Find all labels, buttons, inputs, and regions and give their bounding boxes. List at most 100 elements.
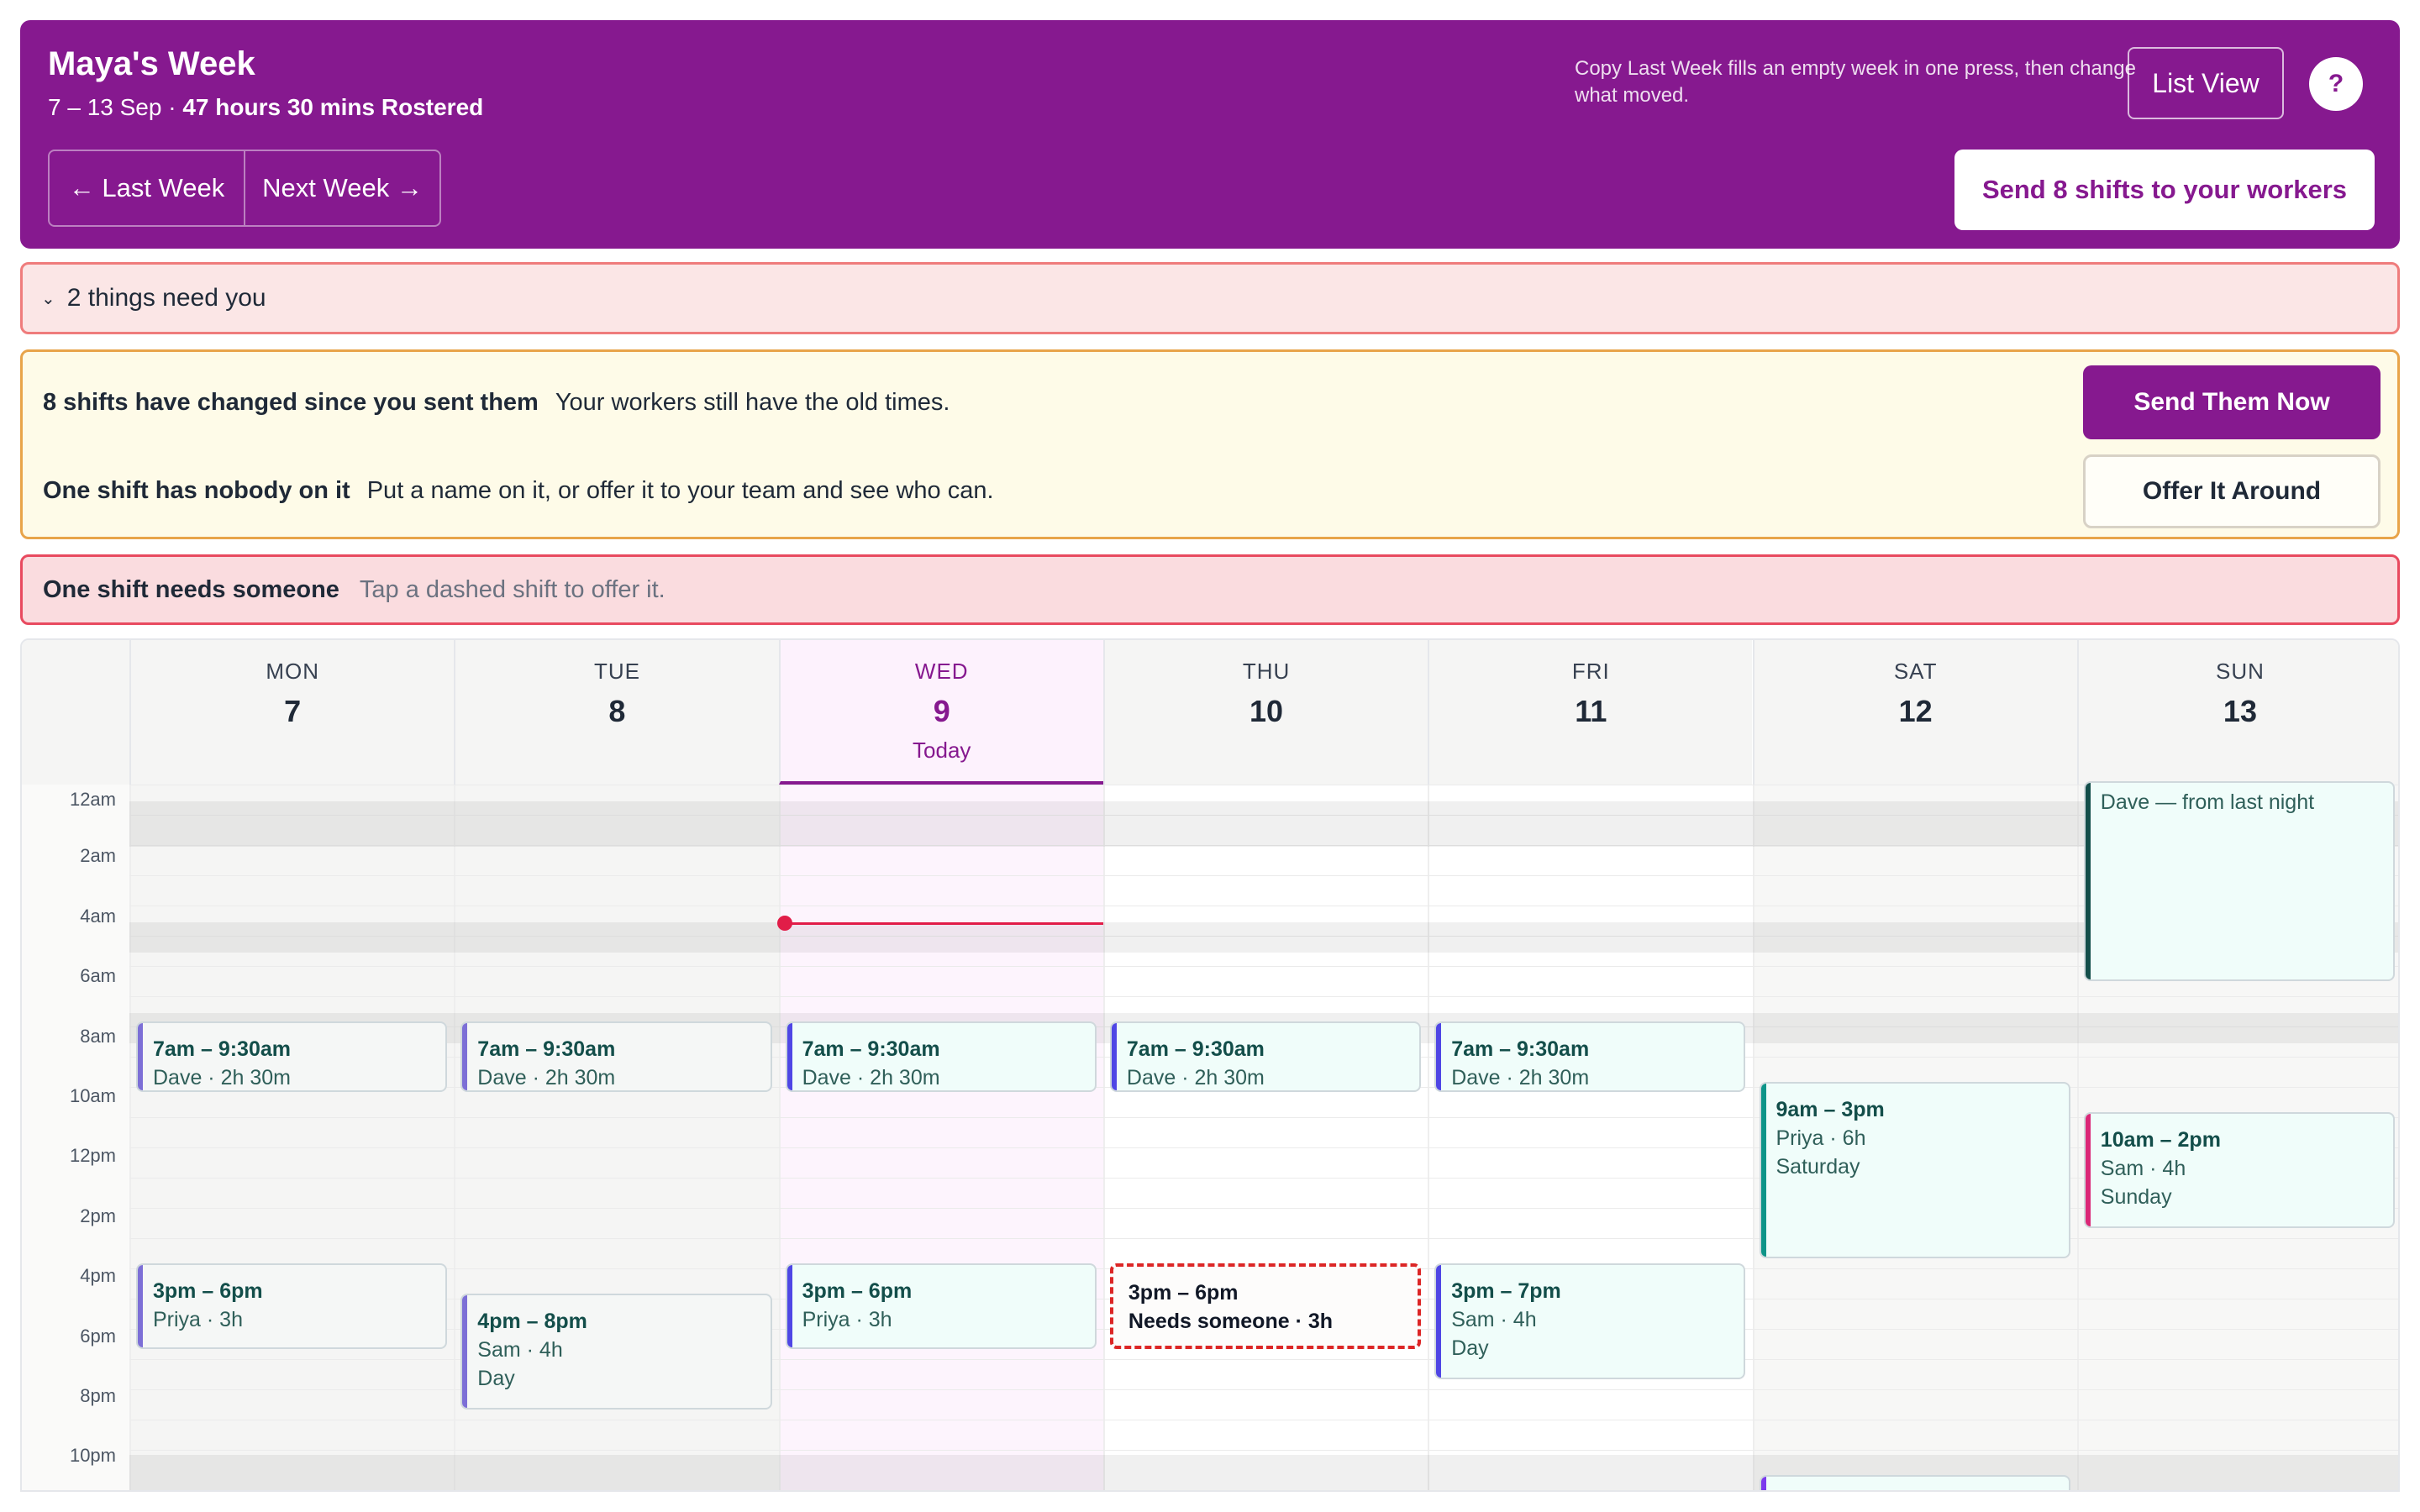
day-number: 11 — [1575, 694, 1607, 728]
shift-card[interactable]: 10am – 2pm Sam · 4h Sunday — [2083, 1112, 2396, 1228]
shift-tag: Day — [477, 1367, 515, 1390]
day-number: 13 — [2223, 694, 2257, 728]
hour-line — [129, 996, 2398, 997]
day-column[interactable] — [1428, 785, 1752, 1490]
day-name: FRI — [1571, 659, 1610, 684]
send-them-now-button[interactable]: Send Them Now — [2083, 365, 2381, 439]
hour-line — [129, 1147, 2398, 1148]
day-name: TUE — [593, 659, 640, 684]
shift-time: 7am – 9:30am — [153, 1037, 292, 1061]
day-header-sat[interactable]: SAT 12 — [1752, 640, 2077, 785]
date-range: 7 – 13 Sep · — [48, 94, 183, 120]
hour-label: 6am — [80, 965, 116, 987]
shift-worker: Needs someone · 3h — [1128, 1310, 1334, 1333]
night-band — [129, 922, 2398, 953]
needs-someone-title: One shift needs someone — [43, 575, 339, 603]
hour-line — [129, 1208, 2398, 1209]
hour-line — [129, 1117, 2398, 1118]
night-band — [129, 801, 2398, 847]
shift-worker: Dave · 2h 30m — [477, 1066, 616, 1089]
shift-card[interactable]: 7am – 9:30am Dave · 2h 30m — [460, 1021, 772, 1092]
shift-card[interactable]: 7am – 9:30am Dave · 2h 30m — [785, 1021, 1097, 1092]
shift-worker: Priya · 3h — [802, 1308, 892, 1331]
last-week-button[interactable]: ← Last Week — [68, 173, 225, 202]
time-gutter: 12am 2am 4am 6am 8am 10am 12pm 2pm 4pm 6pm 8pm 10pm — [22, 785, 129, 1490]
shift-card[interactable]: Dave — from last night — [2083, 781, 2396, 981]
next-week-button[interactable]: Next Week → — [244, 151, 439, 225]
unassigned-shift-notice: One shift has nobody on it Put a name on … — [43, 477, 994, 505]
changed-shifts-title: 8 shifts have changed since you sent the… — [43, 389, 539, 416]
copy-week-hint: Copy Last Week fills an empty week in on… — [1575, 57, 2136, 107]
current-time-line — [783, 922, 1103, 925]
shift-tag: Saturday — [1776, 1155, 1860, 1179]
day-name: SUN — [2215, 659, 2265, 684]
hour-line — [129, 815, 2398, 816]
hour-line — [129, 966, 2398, 967]
shift-card[interactable]: 7am – 9:30am Dave · 2h 30m — [1434, 1021, 1746, 1092]
hour-line — [129, 875, 2398, 876]
shift-worker: Priya · 6h — [1776, 1126, 1866, 1150]
shift-tag: Sunday — [2100, 1185, 2172, 1209]
shift-worker: Dave — from last night — [2100, 790, 2315, 814]
list-view-button[interactable]: List View — [2128, 47, 2284, 119]
shift-worker: Dave · 2h 30m — [802, 1066, 940, 1089]
hour-label: 12am — [69, 789, 116, 810]
shift-card[interactable]: 3pm – 6pm Priya · 3h — [785, 1263, 1097, 1349]
shift-worker: Sam · 4h — [477, 1338, 563, 1362]
day-number: 12 — [1898, 694, 1933, 728]
day-header-thu[interactable]: THU 10 — [1102, 640, 1428, 785]
help-icon[interactable]: ? — [2309, 57, 2363, 111]
hour-label: 4pm — [80, 1265, 116, 1287]
send-shifts-button[interactable]: Send 8 shifts to your workers — [1954, 150, 2375, 230]
shift-card[interactable]: 9am – 3pm Priya · 6h Saturday — [1759, 1082, 2070, 1258]
day-header-tue[interactable]: TUE 8 — [454, 640, 779, 785]
day-column[interactable] — [129, 785, 455, 1490]
shift-worker: Sam · 4h — [2100, 1157, 2186, 1180]
shift-time: 7am – 9:30am — [477, 1037, 616, 1061]
shift-card[interactable]: 3pm – 6pm Priya · 3h — [136, 1263, 448, 1349]
shift-card[interactable]: 10pm · Dave — [1759, 1475, 2070, 1490]
attention-toggle[interactable]: ⌄ 2 things need you — [20, 262, 2400, 334]
shift-worker: Dave · 2h 30m — [1126, 1066, 1265, 1089]
hour-label: 10am — [69, 1085, 116, 1106]
needs-someone-banner: One shift needs someone Tap a dashed shi… — [20, 554, 2400, 625]
rostered-hours: 47 hours 30 mins Rostered — [182, 94, 484, 120]
shift-time: 7am – 9:30am — [1451, 1037, 1590, 1061]
shift-time: 9am – 3pm — [1776, 1098, 1885, 1121]
chevron-down-icon: ⌄ — [41, 289, 55, 308]
shift-card[interactable]: 7am – 9:30am Dave · 2h 30m — [136, 1021, 448, 1092]
shift-worker: Dave · 2h 30m — [1451, 1066, 1590, 1089]
shift-card[interactable]: 7am – 9:30am Dave · 2h 30m — [1109, 1021, 1422, 1092]
hour-line — [129, 845, 2398, 846]
hour-label: 8am — [80, 1025, 116, 1047]
day-column[interactable] — [778, 785, 1103, 1490]
issues-panel: 8 shifts have changed since you sent the… — [20, 349, 2400, 539]
unassigned-desc: Put a name on it, or offer it to your te… — [366, 477, 994, 504]
shift-card[interactable]: 3pm – 7pm Sam · 4h Day — [1434, 1263, 1746, 1379]
hour-line — [129, 1178, 2398, 1179]
day-header-mon[interactable]: MON 7 — [129, 640, 455, 785]
day-header-fri[interactable]: FRI 11 — [1428, 640, 1753, 785]
hour-label: 4am — [80, 905, 116, 927]
page-title: Maya's Week — [48, 45, 255, 82]
shift-time: 3pm – 7pm — [1451, 1279, 1561, 1303]
week-summary: 7 – 13 Sep · 47 hours 30 mins Rostered — [48, 94, 483, 121]
day-header-sun[interactable]: SUN 13 — [2076, 640, 2398, 785]
shift-card[interactable]: 4pm – 8pm Sam · 4h Day — [460, 1294, 772, 1410]
hour-label: 6pm — [80, 1325, 116, 1347]
shift-time: 3pm – 6pm — [153, 1279, 263, 1303]
changed-shifts-notice: 8 shifts have changed since you sent the… — [43, 389, 950, 417]
day-header-wed[interactable]: WED 9 Today — [778, 640, 1103, 785]
shift-time: 7am – 9:30am — [1126, 1037, 1265, 1061]
day-column[interactable] — [1102, 785, 1428, 1490]
day-name: THU — [1242, 659, 1291, 684]
hour-line — [129, 1238, 2398, 1239]
hour-label: 2am — [80, 845, 116, 867]
calendar-grid: 12am 2am 4am 6am 8am 10am 12pm 2pm 4pm 6pm 8pm 10pm… — [22, 781, 2398, 1490]
unfilled-shift[interactable]: 3pm – 6pm Needs someone · 3h — [1109, 1263, 1422, 1349]
shift-worker: Priya · 3h — [153, 1308, 243, 1331]
shift-time: 10pm · Dave — [1776, 1488, 2069, 1490]
offer-it-around-button[interactable]: Offer It Around — [2083, 454, 2381, 528]
unassigned-title: One shift has nobody on it — [43, 477, 350, 504]
week-navigation: ← Last Week Next Week → — [48, 150, 441, 227]
